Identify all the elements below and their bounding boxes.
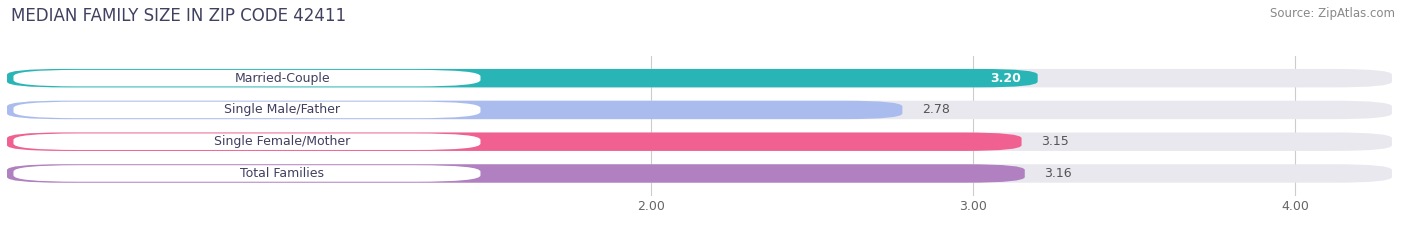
Text: Single Female/Mother: Single Female/Mother bbox=[214, 135, 350, 148]
FancyBboxPatch shape bbox=[7, 69, 1392, 87]
Text: Total Families: Total Families bbox=[240, 167, 325, 180]
FancyBboxPatch shape bbox=[7, 69, 1038, 87]
Text: 3.16: 3.16 bbox=[1045, 167, 1071, 180]
Text: Married-Couple: Married-Couple bbox=[235, 72, 330, 85]
Text: Source: ZipAtlas.com: Source: ZipAtlas.com bbox=[1270, 7, 1395, 20]
FancyBboxPatch shape bbox=[14, 134, 481, 150]
FancyBboxPatch shape bbox=[7, 164, 1392, 183]
Text: MEDIAN FAMILY SIZE IN ZIP CODE 42411: MEDIAN FAMILY SIZE IN ZIP CODE 42411 bbox=[11, 7, 346, 25]
Text: 3.20: 3.20 bbox=[991, 72, 1022, 85]
FancyBboxPatch shape bbox=[14, 102, 481, 118]
FancyBboxPatch shape bbox=[14, 70, 481, 86]
FancyBboxPatch shape bbox=[7, 101, 1392, 119]
FancyBboxPatch shape bbox=[7, 164, 1025, 183]
FancyBboxPatch shape bbox=[14, 165, 481, 182]
Text: 2.78: 2.78 bbox=[922, 103, 949, 116]
FancyBboxPatch shape bbox=[7, 133, 1022, 151]
Text: Single Male/Father: Single Male/Father bbox=[225, 103, 340, 116]
FancyBboxPatch shape bbox=[7, 133, 1392, 151]
Text: 3.15: 3.15 bbox=[1040, 135, 1069, 148]
FancyBboxPatch shape bbox=[7, 101, 903, 119]
